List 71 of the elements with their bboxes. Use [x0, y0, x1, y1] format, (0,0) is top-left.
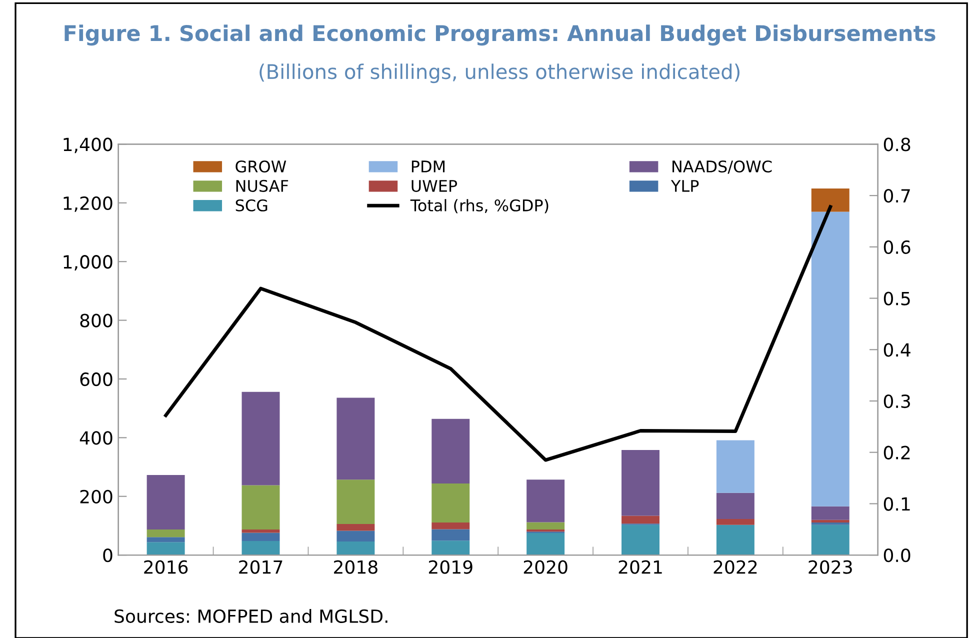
- bar: [716, 440, 754, 493]
- bar: [526, 533, 565, 556]
- legend-label: UWEP: [412, 180, 458, 192]
- x-tick-label: 2021: [618, 560, 662, 574]
- y-tick-label: 1,200: [64, 196, 112, 212]
- x-tick-label: 2022: [714, 560, 757, 574]
- y-tick-label: 600: [80, 372, 112, 386]
- bar: [146, 474, 185, 530]
- y2-tick-label: 0.1: [884, 497, 910, 511]
- legend-label: PDM: [412, 160, 445, 172]
- bar: [432, 529, 470, 541]
- bar: [811, 506, 850, 520]
- y2-tick-label: 0.0: [884, 548, 910, 562]
- source-note: Sources: MOFPED and MGLSD.: [114, 609, 388, 624]
- bar: [811, 524, 850, 556]
- y2-tick-label: 0.5: [884, 292, 910, 306]
- y2-tick-label: 0.4: [884, 343, 910, 357]
- bar: [146, 537, 185, 542]
- bar: [336, 398, 375, 480]
- bar: [242, 532, 280, 541]
- bar: [811, 188, 850, 212]
- bar: [432, 540, 470, 556]
- bar: [242, 540, 280, 556]
- bar: [622, 450, 660, 516]
- bar: [622, 524, 660, 556]
- legend-label: Total (rhs, %GDP): [410, 199, 548, 214]
- chart-title: Figure 1. Social and Economic Programs: Annual Budget Disbursements: [64, 24, 936, 46]
- bar: [526, 522, 565, 530]
- bar: [811, 212, 850, 506]
- bar: [716, 492, 754, 519]
- x-tick-label: 2020: [524, 560, 568, 574]
- y-tick-label: 1,000: [64, 255, 112, 271]
- bar: [146, 542, 185, 556]
- y-tick-label: 1,400: [64, 138, 112, 154]
- y-tick-label: 0: [103, 548, 112, 562]
- x-tick-label: 2019: [428, 560, 472, 574]
- bar: [526, 480, 565, 522]
- legend-label: GROW: [236, 160, 286, 173]
- legend-label: NAADS/OWC: [672, 160, 772, 174]
- y2-tick-label: 0.3: [884, 394, 910, 408]
- bar: [811, 522, 850, 525]
- x-tick-label: 2018: [334, 560, 378, 574]
- y-tick-label: 400: [80, 431, 112, 445]
- y2-tick-label: 0.6: [884, 240, 910, 254]
- y2-tick-label: 0.7: [884, 189, 910, 203]
- bar: [716, 518, 754, 525]
- bar: [432, 418, 470, 484]
- bar: [336, 524, 375, 531]
- bar: [242, 530, 280, 533]
- y-tick-label: 800: [80, 314, 112, 328]
- x-tick-label: 2023: [808, 560, 852, 574]
- bar: [432, 522, 470, 530]
- bar: [716, 524, 754, 556]
- y-tick-label: 200: [80, 490, 112, 504]
- x-tick-label: 2016: [144, 560, 188, 574]
- legend-label: NUSAF: [236, 180, 288, 192]
- bar: [242, 485, 280, 530]
- y2-tick-label: 0.2: [884, 446, 910, 460]
- bar: [242, 392, 280, 486]
- chart-subtitle: (Billions of shillings, unless otherwise indicated): [260, 64, 740, 84]
- bar: [811, 520, 850, 522]
- bar: [336, 480, 375, 524]
- x-tick-label: 2017: [239, 560, 282, 574]
- bar: [336, 542, 375, 556]
- bar: [146, 530, 185, 538]
- y2-tick-label: 0.8: [884, 138, 910, 152]
- bar: [336, 530, 375, 542]
- legend-label: YLP: [670, 180, 699, 192]
- legend-label: SCG: [236, 199, 268, 212]
- bar: [622, 516, 660, 524]
- bar: [432, 483, 470, 522]
